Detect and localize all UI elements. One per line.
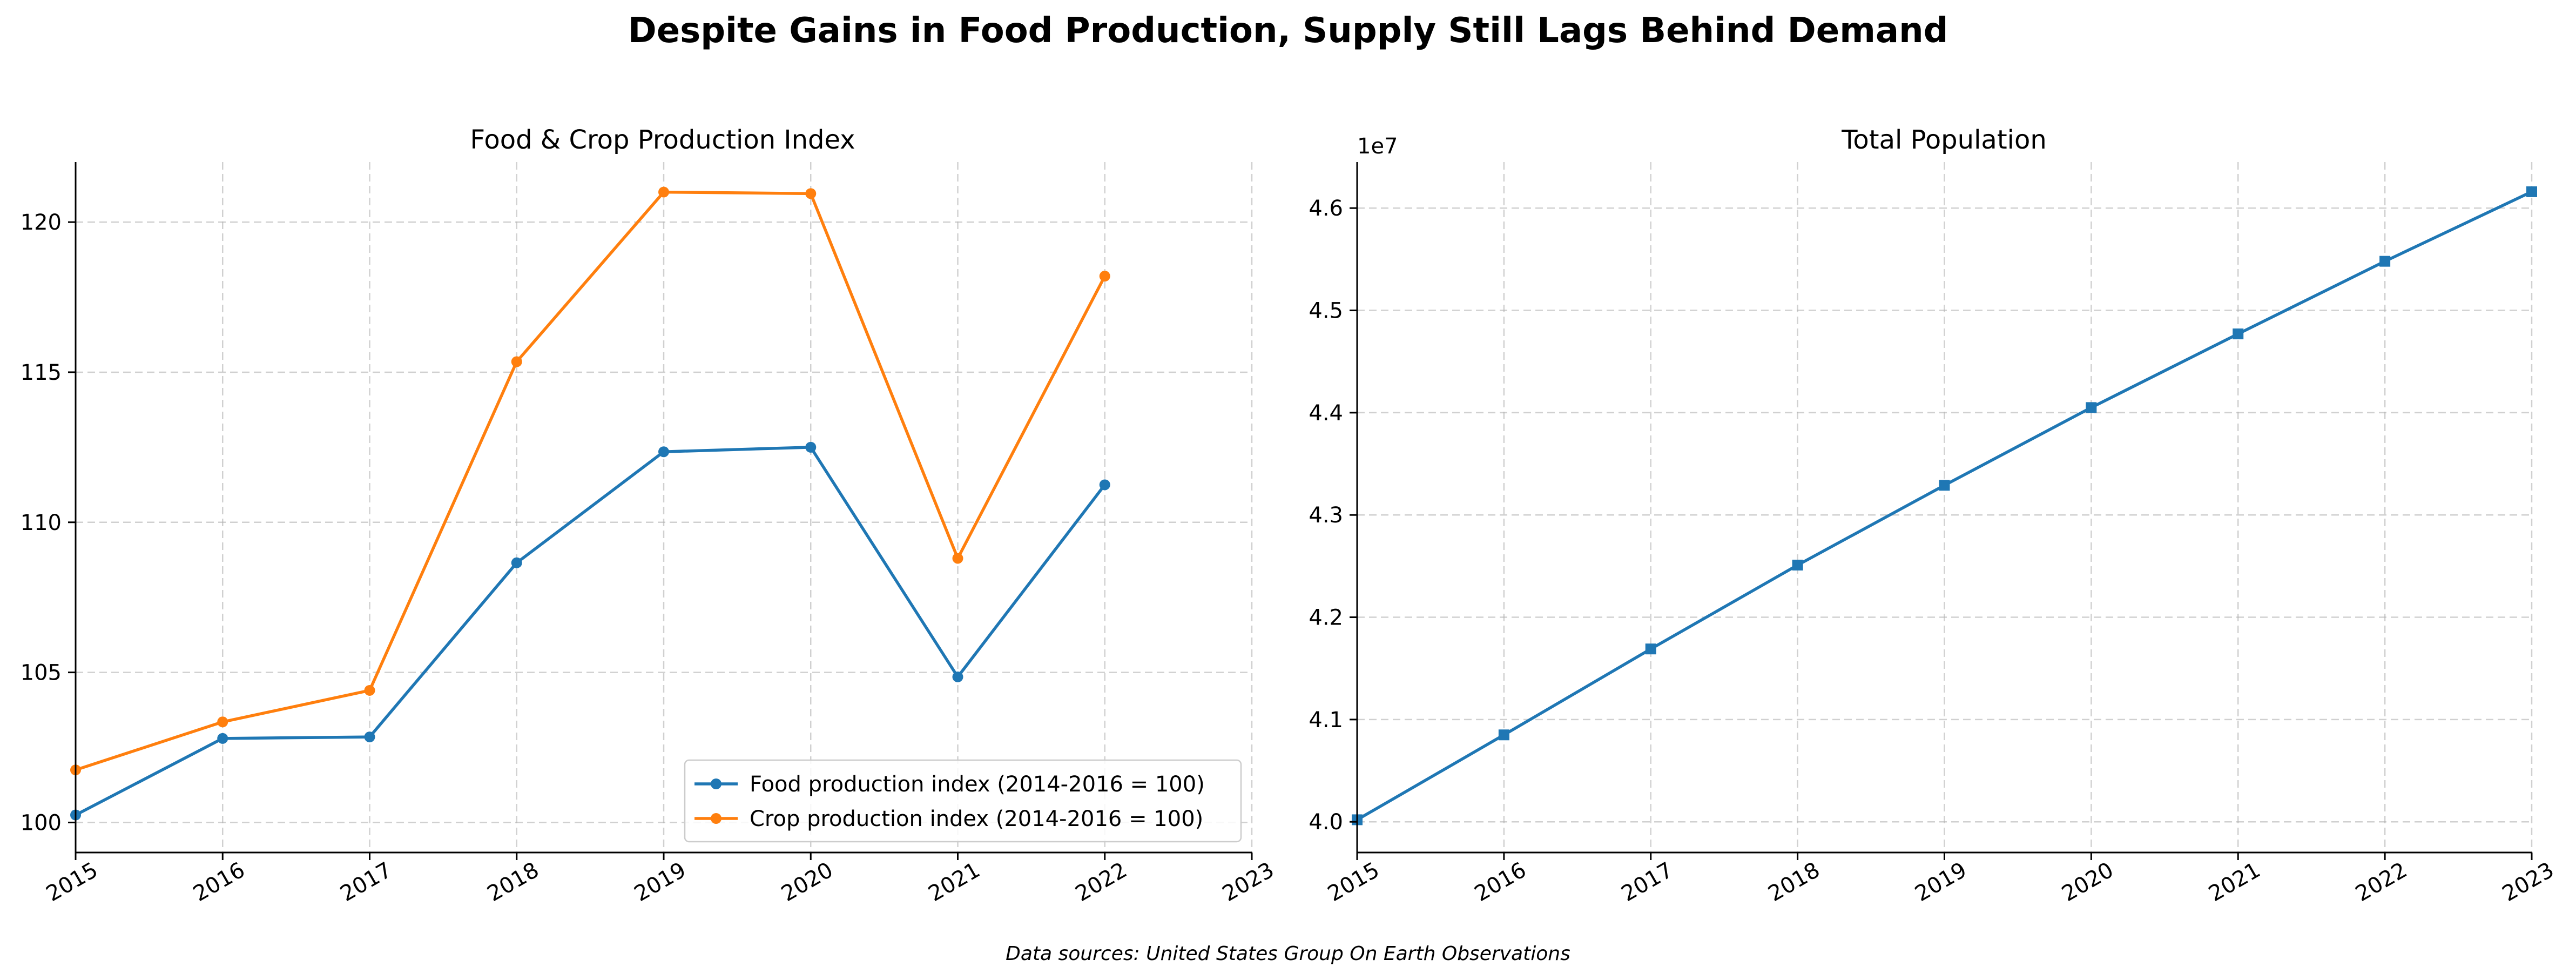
production-xtick-label: 2023 [1218,857,1278,907]
production-ytick-label: 100 [21,810,62,835]
population-title: Total Population [1841,125,2047,155]
population-ytick-label: 4.6 [1309,196,1343,221]
population-ytick-label: 4.0 [1309,810,1343,835]
crop-series-line [75,190,1107,771]
population-xtick-label: 2020 [2058,857,2118,907]
production-index-chart: Food & Crop Production Index 2015 2016 201… [21,125,1278,907]
production-xtick-label: 2015 [42,857,102,907]
population-data-point [1498,729,1509,741]
population-data-point [2526,186,2537,197]
crop-data-point [511,356,522,367]
crop-data-point [658,186,669,198]
population-xtick-label: 2015 [1324,857,1384,907]
food-data-point [805,441,817,453]
crop-data-point [952,553,963,564]
population-data-point [2233,328,2244,340]
crop-data-point [217,716,228,728]
population-data-point [1939,480,1950,491]
population-data-point [1645,643,1656,655]
figure-suptitle: Despite Gains in Food Production, Supply… [628,11,1948,51]
crop-legend-marker [711,813,721,824]
food-legend-label: Food production index (2014-2016 = 100) [750,772,1205,797]
population-ytick-label: 4.2 [1309,606,1343,630]
data-sources-footnote: Data sources: United States Group On Ear… [1006,943,1570,965]
population-xtick-label: 2021 [2204,857,2264,907]
crop-legend-label: Crop production index (2014-2016 = 100) [750,807,1203,831]
population-ytick-label: 4.1 [1309,708,1343,733]
population-ytick-label: 4.4 [1309,401,1343,426]
production-xtick-label: 2020 [777,857,837,907]
food-legend-marker [711,778,721,789]
crop-data-point [805,188,817,199]
crop-data-point [364,684,375,696]
food-data-point [217,733,228,744]
legend-frame [684,759,1242,843]
crop-data-point [1099,271,1110,282]
population-xtick-label: 2023 [2498,857,2558,907]
food-data-point [1099,479,1110,491]
production-xtick-label: 2017 [336,857,396,907]
production-ytick-label: 115 [21,360,62,385]
population-xtick-label: 2019 [1911,857,1971,907]
production-xtick-label: 2019 [630,857,690,907]
population-ytick-label: 4.5 [1309,299,1343,324]
production-legend: Food production index (2014-2016 = 100) C… [684,759,1242,843]
production-ytick-label: 120 [21,210,62,235]
population-ytick-label: 4.3 [1309,503,1343,528]
population-y-offset-label: 1e7 [1357,134,1398,159]
production-index-title: Food & Crop Production Index [470,125,855,155]
production-xtick-label: 2021 [924,857,984,907]
food-data-point [952,671,963,682]
population-xtick-label: 2022 [2351,857,2411,907]
population-xtick-label: 2016 [1471,857,1530,907]
production-ytick-label: 110 [21,511,62,535]
population-data-point [2086,402,2097,413]
population-xtick-label: 2017 [1617,857,1677,907]
food-data-point [364,731,375,743]
population-data-point [2379,256,2391,267]
food-data-point [511,557,522,568]
production-xtick-label: 2018 [483,857,543,907]
production-xtick-label: 2016 [189,857,249,907]
population-chart: Total Population 2015 2016 2017 2018 2019 202… [1309,125,2558,907]
production-xtick-label: 2022 [1071,857,1131,907]
population-xtick-label: 2018 [1764,857,1824,907]
production-ytick-label: 105 [21,661,62,686]
food-series-line [75,446,1106,816]
food-data-point [658,446,669,458]
population-data-point [1792,559,1803,570]
